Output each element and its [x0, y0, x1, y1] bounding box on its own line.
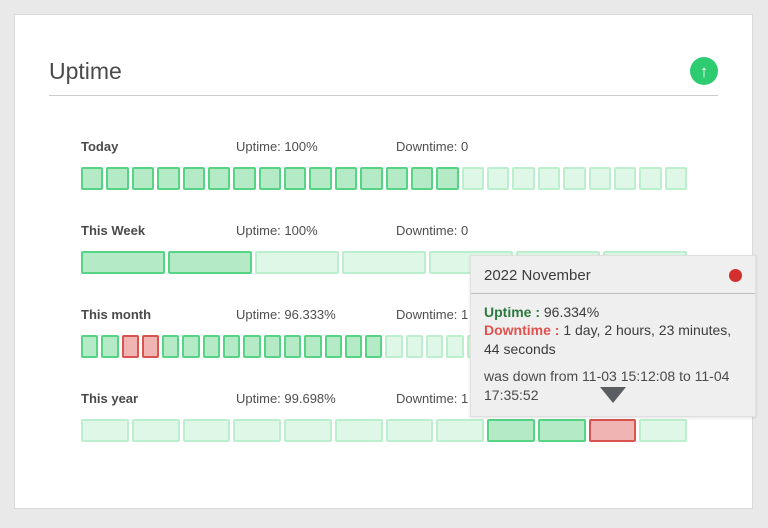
uptime-block-down[interactable]: [588, 419, 637, 442]
section-header: This Week Uptime: 100% Downtime: 0: [81, 223, 687, 238]
uptime-block-up[interactable]: [537, 419, 586, 442]
uptime-block-future[interactable]: [233, 419, 281, 442]
tooltip-uptime-line: Uptime : 96.334%: [484, 303, 742, 321]
uptime-block-future[interactable]: [131, 419, 180, 442]
tooltip-downtime-value: 1 day, 2 hours, 23 minutes, 44 seconds: [484, 322, 732, 357]
uptime-block-up[interactable]: [263, 335, 281, 358]
uptime-block-down[interactable]: [141, 335, 160, 358]
section-today: Today Uptime: 100% Downtime: 0: [81, 139, 687, 190]
downtime-value: Downtime: 0: [396, 139, 469, 154]
section-label: Today: [81, 139, 119, 154]
tooltip-downtime-label: Downtime :: [484, 322, 560, 339]
uptime-value: Uptime: 100%: [236, 139, 318, 154]
uptime-block-future[interactable]: [588, 167, 611, 190]
page-title: Uptime: [49, 57, 122, 84]
uptime-block-up[interactable]: [106, 167, 129, 190]
tooltip-detail: was down from 11-03 15:12:08 to 11-04 17…: [484, 368, 730, 403]
uptime-block-up[interactable]: [157, 167, 180, 190]
card-header: Uptime ↑: [49, 57, 718, 96]
uptime-value: Uptime: 99.698%: [236, 391, 336, 406]
uptime-block-future[interactable]: [664, 167, 687, 190]
uptime-block-up[interactable]: [162, 335, 180, 358]
uptime-block-future[interactable]: [405, 335, 424, 358]
section-header: Today Uptime: 100% Downtime: 0: [81, 139, 687, 154]
uptime-block-up[interactable]: [365, 335, 383, 358]
section-header: This month Uptime: 96.333% Downtime: 1 d…: [81, 307, 687, 322]
uptime-block-up[interactable]: [309, 167, 332, 190]
section-label: This year: [81, 391, 139, 406]
uptime-value: Uptime: 100%: [236, 223, 318, 238]
uptime-block-future[interactable]: [446, 335, 464, 358]
uptime-block-future[interactable]: [255, 251, 339, 274]
tooltip-uptime-label: Uptime :: [484, 304, 540, 320]
uptime-block-up[interactable]: [168, 251, 252, 274]
uptime-block-up[interactable]: [284, 167, 307, 190]
uptime-block-future[interactable]: [385, 335, 403, 358]
tooltip-body: Uptime : 96.334% Downtime : 1 day, 2 hou…: [471, 294, 755, 416]
uptime-block-up[interactable]: [334, 167, 358, 190]
uptime-block-up[interactable]: [207, 167, 231, 190]
uptime-block-up[interactable]: [410, 167, 434, 190]
uptime-blocks-year: [81, 419, 687, 442]
uptime-block-future[interactable]: [512, 167, 535, 190]
uptime-block-future[interactable]: [639, 419, 687, 442]
uptime-block-future[interactable]: [563, 167, 586, 190]
uptime-block-up[interactable]: [233, 167, 256, 190]
uptime-block-future[interactable]: [334, 419, 383, 442]
uptime-block-up[interactable]: [324, 335, 342, 358]
uptime-block-future[interactable]: [461, 167, 484, 190]
uptime-block-future[interactable]: [81, 419, 129, 442]
uptime-block-up[interactable]: [81, 335, 99, 358]
uptime-block-up[interactable]: [258, 167, 281, 190]
uptime-block-future[interactable]: [182, 419, 231, 442]
uptime-block-future[interactable]: [342, 251, 426, 274]
uptime-block-future[interactable]: [639, 167, 662, 190]
uptime-block-up[interactable]: [385, 167, 408, 190]
tooltip-arrow-icon: [600, 387, 626, 403]
uptime-block-up[interactable]: [81, 167, 104, 190]
uptime-block-future[interactable]: [385, 419, 434, 442]
section-year: This year Uptime: 99.698% Downtime: 1 da…: [81, 391, 687, 442]
tooltip-downtime-line: Downtime : 1 day, 2 hours, 23 minutes, 4…: [484, 321, 742, 358]
uptime-block-up[interactable]: [101, 335, 119, 358]
uptime-block-up[interactable]: [182, 335, 200, 358]
tooltip-header: 2022 November: [471, 256, 755, 294]
uptime-block-up[interactable]: [182, 167, 205, 190]
section-label: This month: [81, 307, 152, 322]
uptime-block-down[interactable]: [121, 335, 139, 358]
uptime-block-future[interactable]: [436, 419, 484, 442]
section-label: This Week: [81, 223, 146, 238]
uptime-block-up[interactable]: [243, 335, 261, 358]
uptime-block-up[interactable]: [202, 335, 221, 358]
status-dot-icon: [729, 269, 742, 282]
scroll-top-button[interactable]: ↑: [690, 57, 718, 85]
arrow-up-icon: ↑: [699, 61, 709, 81]
uptime-blocks-today: [81, 167, 687, 190]
uptime-block-up[interactable]: [304, 335, 322, 358]
uptime-block-up[interactable]: [344, 335, 363, 358]
uptime-value: Uptime: 96.333%: [236, 307, 336, 322]
uptime-block-up[interactable]: [436, 167, 459, 190]
section-header: This year Uptime: 99.698% Downtime: 1 da…: [81, 391, 687, 406]
downtime-value: Downtime: 0: [396, 223, 469, 238]
uptime-block-up[interactable]: [487, 419, 535, 442]
uptime-block-up[interactable]: [360, 167, 383, 190]
uptime-block-up[interactable]: [223, 335, 241, 358]
uptime-block-up[interactable]: [283, 335, 302, 358]
tooltip-title: 2022 November: [484, 267, 591, 284]
uptime-block-future[interactable]: [487, 167, 510, 190]
uptime-block-up[interactable]: [81, 251, 165, 274]
tooltip-uptime-value: 96.334%: [540, 304, 600, 320]
uptime-block-future[interactable]: [537, 167, 561, 190]
uptime-block-up[interactable]: [131, 167, 155, 190]
uptime-tooltip: 2022 November Uptime : 96.334% Downtime …: [470, 255, 756, 418]
uptime-block-future[interactable]: [284, 419, 332, 442]
uptime-block-future[interactable]: [426, 335, 444, 358]
uptime-block-future[interactable]: [613, 167, 637, 190]
